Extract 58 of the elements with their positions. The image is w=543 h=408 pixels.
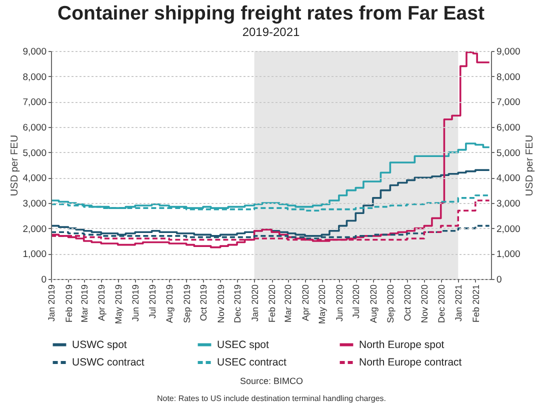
y2-axis-title: USD per FEU xyxy=(524,134,536,196)
x-tick-label: Jan 2019 xyxy=(46,284,56,322)
text: Note: Rates to US include destination terminal handling charges. xyxy=(156,394,388,404)
x-tick-label: Jul 2019 xyxy=(147,284,158,319)
x-tick-label: Aug 2020 xyxy=(368,284,378,324)
y2-tick-label: 3,000 xyxy=(496,198,520,210)
x-tick-label: Oct 2019 xyxy=(198,284,209,322)
y-tick-label: 7,000 xyxy=(22,97,46,108)
y2-tick-label: 6,000 xyxy=(496,122,520,134)
x-tick-label: Sep 2019 xyxy=(182,284,192,324)
x-tick-label: Dec 2019 xyxy=(232,284,243,324)
x-tick-label: Jul 2020 xyxy=(351,284,362,319)
y-tick-label: 3,000 xyxy=(22,198,46,210)
y-tick-label: 5,000 xyxy=(22,148,46,159)
y-tick-label: 2,000 xyxy=(22,224,46,235)
legend-label: USWC spot xyxy=(72,338,127,351)
y-tick-label: 0 xyxy=(41,274,46,286)
y-tick-label: 1,000 xyxy=(22,249,46,260)
y2-tick-label: 5,000 xyxy=(496,148,520,159)
y2-tick-label: 4,000 xyxy=(496,173,520,184)
y2-tick-label: 7,000 xyxy=(496,97,520,108)
legend-label: USEC spot xyxy=(217,338,270,351)
x-tick-label: Aug 2019 xyxy=(164,284,175,324)
x-tick-label: Mar 2019 xyxy=(79,284,90,323)
x-tick-label: Apr 2020 xyxy=(300,284,310,322)
x-tick-label: Feb 2019 xyxy=(64,284,74,323)
legend-label: North Europe contract xyxy=(359,356,462,368)
legend-label: North Europe spot xyxy=(359,338,444,351)
y-tick-label: 4,000 xyxy=(22,173,46,184)
x-tick-label: Nov 2019 xyxy=(216,284,226,324)
x-tick-label: Mar 2020 xyxy=(283,284,294,323)
x-tick-label: Dec 2020 xyxy=(436,284,446,324)
y-tick-label: 9,000 xyxy=(22,46,46,58)
x-tick-label: Jan 2020 xyxy=(250,284,260,322)
y2-tick-label: 2,000 xyxy=(496,224,520,235)
x-tick-label: Jan 2021 xyxy=(454,284,464,322)
y2-tick-label: 0 xyxy=(496,274,502,286)
y-tick-label: 8,000 xyxy=(22,72,46,83)
y-tick-label: 6,000 xyxy=(22,122,46,134)
y2-tick-label: 1,000 xyxy=(496,249,520,260)
x-tick-label: Nov 2020 xyxy=(420,284,430,324)
x-tick-label: Feb 2020 xyxy=(267,284,278,323)
x-tick-label: Apr 2019 xyxy=(96,284,107,322)
x-tick-label: May 2020 xyxy=(317,284,328,324)
x-tick-label: May 2019 xyxy=(113,284,124,324)
legend-label: USEC contract xyxy=(217,356,287,368)
x-tick-label: Feb 2021 xyxy=(470,284,481,323)
x-tick-label: Jun 2020 xyxy=(334,284,344,322)
legend-label: USWC contract xyxy=(72,356,144,368)
chart-title: Container shipping freight rates from Far East xyxy=(58,2,485,24)
y2-tick-label: 8,000 xyxy=(496,72,520,83)
x-tick-label: Oct 2020 xyxy=(402,284,412,322)
x-tick-label: Sep 2020 xyxy=(386,284,396,324)
y2-tick-label: 9,000 xyxy=(496,46,520,58)
source-note: Source: BIMCO xyxy=(238,376,304,386)
x-tick-label: Jun 2019 xyxy=(130,284,141,322)
y-axis-title: USD per FEU xyxy=(10,134,21,196)
chart-subtitle: 2019-2021 xyxy=(242,25,300,39)
